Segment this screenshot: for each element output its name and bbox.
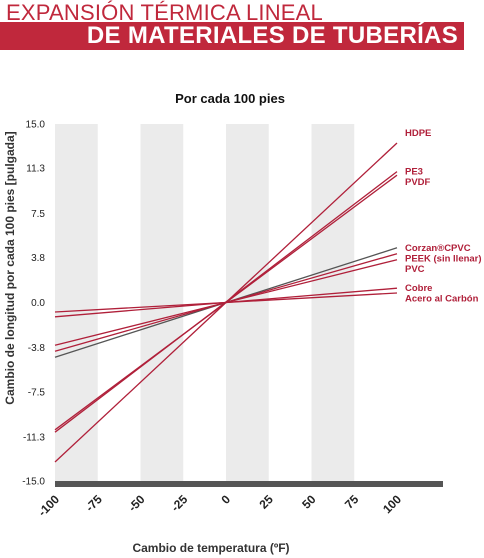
title-line-1: EXPANSIÓN TÉRMICA LINEAL (6, 0, 323, 25)
series-label-4: PEEK (sin llenar) (405, 253, 482, 264)
y-axis-title: Cambio de longitud por cada 100 pies [pu… (3, 131, 17, 404)
y-tick-label: -3.8 (28, 343, 46, 354)
baseline-bar (55, 481, 443, 487)
grid-band (140, 124, 184, 481)
chart-series (54, 142, 398, 463)
x-tick-label: -25 (168, 492, 190, 514)
chart-bands (55, 124, 355, 481)
series-label-6: Cobre (405, 283, 432, 294)
y-tick-label: -15.0 (22, 477, 45, 488)
series-label-7: Acero al Carbón (405, 294, 479, 305)
y-tick-label: -7.5 (28, 387, 46, 398)
x-tick-label: 25 (257, 492, 277, 512)
x-axis-title: Cambio de temperatura (ºF) (132, 541, 289, 555)
series-label-3: Corzan®CPVC (405, 243, 471, 254)
y-tick-label: 7.5 (31, 209, 45, 220)
x-tick-label: 75 (342, 492, 362, 512)
y-tick-label: 15.0 (26, 120, 46, 131)
x-tick-label: -75 (83, 492, 105, 514)
x-tick-label: 50 (299, 492, 319, 512)
chart-baseline (55, 481, 443, 487)
chart-subtitle: Por cada 100 pies (175, 91, 285, 106)
series-label-0: HDPE (405, 128, 431, 139)
title-band (0, 22, 464, 50)
x-tick-label: 100 (380, 492, 404, 516)
series-label-1: PE3 (405, 167, 423, 178)
grid-band (311, 124, 355, 481)
y-tick-label: 0.0 (31, 298, 45, 309)
x-tick-label: -50 (125, 492, 147, 514)
x-axis-ticks: -100 -75 -50 -25 0 25 50 75 100 (35, 492, 404, 519)
series-label-2: PVDF (405, 177, 431, 188)
x-tick-label: 0 (218, 492, 233, 507)
x-tick-label: -100 (35, 492, 62, 519)
y-tick-label: 3.8 (31, 253, 45, 264)
series-line-7 (54, 292, 398, 313)
y-axis-ticks: 15.0 11.3 7.5 3.8 0.0 -3.8 -7.5 -11.3 -15.0 (22, 120, 45, 488)
grid-band (55, 124, 98, 481)
title-line-2: DE MATERIALES DE TUBERÍAS (86, 22, 458, 49)
y-tick-label: 11.3 (26, 164, 45, 175)
y-tick-label: -11.3 (23, 432, 45, 443)
series-label-5: PVC (405, 264, 425, 275)
